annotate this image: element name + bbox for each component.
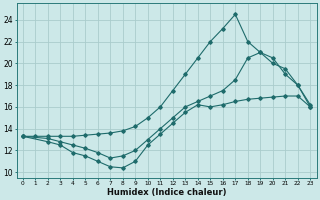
X-axis label: Humidex (Indice chaleur): Humidex (Indice chaleur)	[107, 188, 226, 197]
